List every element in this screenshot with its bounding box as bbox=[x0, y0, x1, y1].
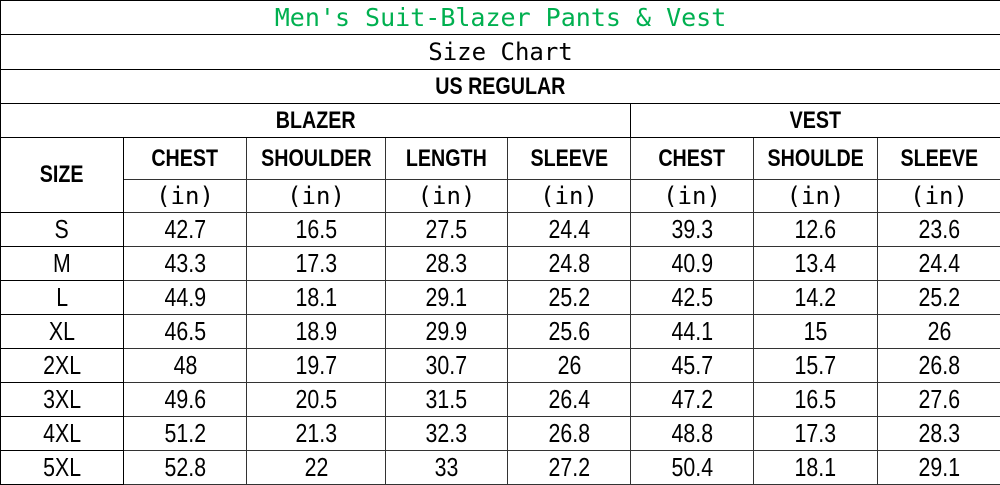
measurement-cell: 48 bbox=[123, 348, 247, 383]
size-cell: 4XL bbox=[0, 416, 124, 451]
measurement-cell: 27.2 bbox=[507, 450, 631, 485]
measurement-cell: 29.1 bbox=[385, 280, 508, 315]
measurement-cell: 42.7 bbox=[123, 212, 247, 247]
measurement-cell: 17.3 bbox=[753, 416, 878, 451]
measurement-cell: 27.6 bbox=[876, 382, 1000, 417]
size-cell: 5XL bbox=[0, 450, 124, 485]
measurement-cell: 18.9 bbox=[246, 314, 386, 349]
measurement-cell: 25.6 bbox=[507, 314, 631, 349]
size-header: SIZE bbox=[0, 137, 124, 213]
table-row: 3XL 49.6 20.5 31.5 26.4 47.2 16.5 27.6 bbox=[0, 382, 1000, 417]
measurement-cell: 32.3 bbox=[385, 416, 508, 451]
table-row: M 43.3 17.3 28.3 24.8 40.9 13.4 24.4 bbox=[0, 246, 1000, 281]
chart-subtitle: Size Chart bbox=[0, 34, 1000, 70]
measurement-cell: 26 bbox=[876, 314, 1000, 349]
region-label: US REGULAR bbox=[0, 69, 1000, 104]
measurement-cell: 44.9 bbox=[123, 280, 247, 315]
measurement-cell: 46.5 bbox=[123, 314, 247, 349]
measurement-cell: 17.3 bbox=[246, 246, 386, 281]
size-cell: L bbox=[0, 280, 124, 315]
measurement-cell: 52.8 bbox=[123, 450, 247, 485]
chart-title: Men's Suit-Blazer Pants & Vest bbox=[0, 0, 1000, 35]
table-row: L 44.9 18.1 29.1 25.2 42.5 14.2 25.2 bbox=[0, 280, 1000, 315]
measurement-cell: 24.8 bbox=[507, 246, 631, 281]
measurement-cell: 49.6 bbox=[123, 382, 247, 417]
unit-label: (in) bbox=[507, 179, 631, 213]
measurement-cell: 43.3 bbox=[123, 246, 247, 281]
measurement-cell: 15 bbox=[753, 314, 878, 349]
blazer-group-header: BLAZER bbox=[0, 103, 631, 138]
measurement-cell: 29.9 bbox=[385, 314, 508, 349]
measurement-cell: 47.2 bbox=[630, 382, 754, 417]
unit-label: (in) bbox=[123, 179, 247, 213]
measurement-cell: 48.8 bbox=[630, 416, 754, 451]
table-row: 5XL 52.8 22 33 27.2 50.4 18.1 29.1 bbox=[0, 450, 1000, 485]
measurement-cell: 28.3 bbox=[876, 416, 1000, 451]
table-row: XL 46.5 18.9 29.9 25.6 44.1 15 26 bbox=[0, 314, 1000, 349]
size-cell: XL bbox=[0, 314, 124, 349]
unit-label: (in) bbox=[246, 179, 386, 213]
measurement-cell: 26 bbox=[507, 348, 631, 383]
size-cell: M bbox=[0, 246, 124, 281]
column-header: SHOULDE bbox=[753, 137, 878, 180]
measurement-cell: 19.7 bbox=[246, 348, 386, 383]
measurement-cell: 25.2 bbox=[876, 280, 1000, 315]
size-cell: S bbox=[0, 212, 124, 247]
unit-label: (in) bbox=[385, 179, 508, 213]
column-header: CHEST bbox=[123, 137, 247, 180]
measurement-cell: 26.4 bbox=[507, 382, 631, 417]
measurement-cell: 23.6 bbox=[876, 212, 1000, 247]
measurement-cell: 15.7 bbox=[753, 348, 878, 383]
measurement-cell: 20.5 bbox=[246, 382, 386, 417]
measurement-cell: 29.1 bbox=[876, 450, 1000, 485]
table-row: 4XL 51.2 21.3 32.3 26.8 48.8 17.3 28.3 bbox=[0, 416, 1000, 451]
measurement-cell: 21.3 bbox=[246, 416, 386, 451]
column-header: SHOULDER bbox=[246, 137, 386, 180]
measurement-cell: 16.5 bbox=[246, 212, 386, 247]
measurement-cell: 13.4 bbox=[753, 246, 878, 281]
measurement-cell: 45.7 bbox=[630, 348, 754, 383]
measurement-cell: 14.2 bbox=[753, 280, 878, 315]
unit-label: (in) bbox=[630, 179, 754, 213]
table-row: 2XL 48 19.7 30.7 26 45.7 15.7 26.8 bbox=[0, 348, 1000, 383]
measurement-cell: 18.1 bbox=[753, 450, 878, 485]
measurement-cell: 31.5 bbox=[385, 382, 508, 417]
measurement-cell: 33 bbox=[385, 450, 508, 485]
column-header: CHEST bbox=[630, 137, 754, 180]
size-cell: 2XL bbox=[0, 348, 124, 383]
measurement-cell: 26.8 bbox=[507, 416, 631, 451]
measurement-cell: 24.4 bbox=[507, 212, 631, 247]
measurement-cell: 12.6 bbox=[753, 212, 878, 247]
measurement-cell: 51.2 bbox=[123, 416, 247, 451]
column-header: SLEEVE bbox=[876, 137, 1000, 180]
measurement-cell: 42.5 bbox=[630, 280, 754, 315]
measurement-cell: 27.5 bbox=[385, 212, 508, 247]
table-row: S 42.7 16.5 27.5 24.4 39.3 12.6 23.6 bbox=[0, 212, 1000, 247]
measurement-cell: 30.7 bbox=[385, 348, 508, 383]
measurement-cell: 28.3 bbox=[385, 246, 508, 281]
measurement-cell: 25.2 bbox=[507, 280, 631, 315]
measurement-cell: 24.4 bbox=[876, 246, 1000, 281]
column-header: LENGTH bbox=[385, 137, 508, 180]
vest-group-header: VEST bbox=[629, 103, 1000, 138]
measurement-cell: 16.5 bbox=[753, 382, 878, 417]
measurement-cell: 50.4 bbox=[630, 450, 754, 485]
measurement-cell: 26.8 bbox=[876, 348, 1000, 383]
measurement-cell: 18.1 bbox=[246, 280, 386, 315]
size-cell: 3XL bbox=[0, 382, 124, 417]
column-header: SLEEVE bbox=[507, 137, 631, 180]
measurement-cell: 39.3 bbox=[630, 212, 754, 247]
unit-label: (in) bbox=[753, 179, 878, 213]
measurement-cell: 44.1 bbox=[630, 314, 754, 349]
unit-label: (in) bbox=[876, 179, 1000, 213]
measurement-cell: 40.9 bbox=[630, 246, 754, 281]
measurement-cell: 22 bbox=[246, 450, 386, 485]
